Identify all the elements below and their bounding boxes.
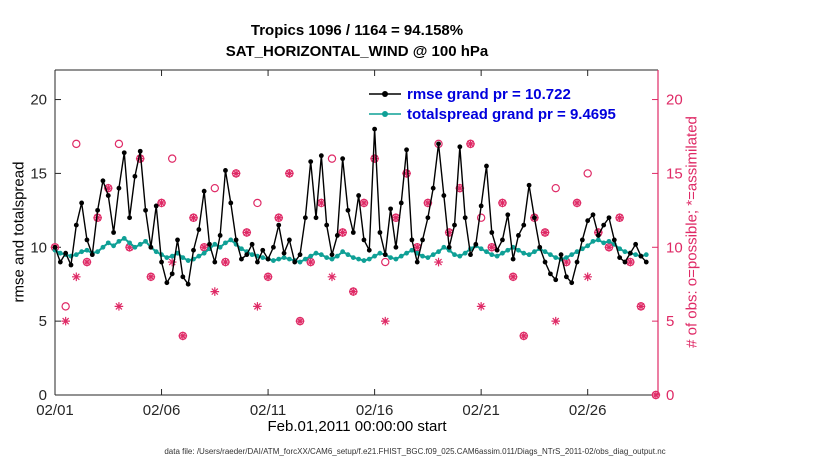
left-y-tick-label: 20 — [30, 92, 47, 109]
assimilated-obs-marker — [455, 183, 465, 193]
totalspread-legend-swatch — [369, 111, 401, 117]
assimilated-obs-marker — [476, 302, 486, 311]
axes: 0 0 5 5 10 10 15 15 20 20 02/01 02/06 02/11 02/16 02/2… — [30, 69, 683, 419]
assimilated-obs-marker — [540, 228, 550, 237]
data-file-caption: data file: /Users/raeder/DAI/ATM_forcXX/… — [164, 447, 666, 456]
right-y-tick-label: 10 — [666, 239, 683, 256]
assimilated-obs-marker — [61, 316, 70, 326]
possible-obs-marker — [61, 302, 70, 311]
assimilated-obs-marker — [167, 257, 177, 267]
possible-obs-marker — [583, 169, 592, 178]
x-tick-label: 02/16 — [356, 402, 394, 419]
possible-obs-marker — [476, 213, 486, 222]
assimilated-obs-marker — [189, 213, 198, 223]
right-y-tick-label: 20 — [666, 92, 683, 109]
assimilated-obs-marker — [263, 272, 273, 282]
assimilated-obs-marker — [423, 198, 433, 208]
assimilated-obs-marker — [572, 198, 582, 208]
assimilated-obs-marker — [651, 390, 661, 400]
left-y-tick-label: 15 — [30, 165, 47, 182]
right-y-tick-label: 15 — [666, 165, 683, 182]
assimilated-obs-marker — [434, 257, 443, 267]
assimilated-obs-marker — [594, 228, 603, 237]
possible-obs-marker — [381, 257, 390, 267]
x-tick-label: 02/21 — [462, 402, 500, 419]
legend-label-rmse: rmse grand pr = 10.722 — [407, 85, 571, 103]
assimilated-obs-marker — [285, 169, 294, 178]
left-y-tick-label: 10 — [30, 239, 47, 256]
assimilated-obs-marker — [157, 198, 166, 208]
left-y-tick-label: 5 — [39, 313, 47, 330]
assimilated-obs-marker — [231, 169, 241, 178]
assimilated-obs-marker — [253, 302, 262, 311]
assimilated-obs-marker — [519, 331, 529, 341]
chart-title: Tropics 1096 / 1164 = 94.158% — [250, 22, 464, 39]
assimilated-obs-marker — [626, 257, 635, 267]
assimilated-obs-marker — [466, 139, 475, 149]
legend-item-totalspread: totalspread grand pr = 9.4695 — [368, 104, 616, 124]
assimilated-obs-marker — [391, 213, 401, 223]
legend-item-rmse: rmse grand pr = 10.722 — [368, 84, 616, 104]
assimilated-obs-marker — [306, 257, 315, 267]
assimilated-obs-marker — [93, 213, 102, 223]
possible-obs-marker — [327, 154, 337, 163]
assimilated-obs-marker — [72, 272, 81, 282]
assimilated-obs-marker — [359, 198, 369, 208]
assimilated-obs-marker — [551, 316, 561, 326]
assimilated-obs-marker — [327, 272, 337, 282]
assimilated-obs-marker — [242, 228, 252, 237]
possible-obs-marker — [551, 183, 560, 193]
possible-obs-marker — [167, 154, 177, 163]
x-tick-label: 02/01 — [36, 402, 74, 419]
possible-obs-marker — [114, 139, 124, 149]
assimilated-obs-marker — [583, 272, 592, 282]
assimilated-obs-marker — [615, 213, 624, 223]
possible-obs-marker — [253, 198, 262, 208]
assimilated-obs-marker — [508, 272, 518, 282]
legend: rmse grand pr = 10.722 totalspread grand… — [368, 84, 616, 124]
possible-obs-marker — [210, 183, 220, 193]
assimilated-obs-marker — [370, 154, 379, 163]
right-y-tick-label: 5 — [666, 313, 674, 330]
assimilated-obs-marker — [380, 316, 390, 326]
assimilated-obs-marker — [199, 242, 209, 252]
assimilated-obs-marker — [103, 183, 113, 193]
x-tick-label: 02/11 — [250, 402, 286, 419]
assimilated-obs-marker — [221, 257, 230, 267]
assimilated-obs-marker — [402, 169, 411, 178]
assimilated-obs-marker — [487, 242, 497, 252]
assimilated-obs-marker — [146, 272, 156, 282]
assimilated-obs-marker — [82, 257, 92, 267]
assimilated-obs-marker — [636, 302, 646, 311]
assimilated-obs-marker — [604, 242, 614, 252]
rmse-legend-swatch — [369, 91, 401, 97]
assimilated-obs-marker — [412, 242, 422, 252]
assimilated-obs-marker — [114, 302, 124, 311]
right-y-tick-label: 0 — [666, 387, 674, 404]
chart-subtitle: SAT_HORIZONTAL_WIND @ 100 hPa — [225, 43, 489, 60]
assimilated-obs-marker — [498, 198, 507, 208]
assimilated-obs-marker — [562, 257, 571, 267]
assimilated-obs-marker — [125, 242, 134, 252]
left-y-tick-label: 0 — [39, 387, 47, 404]
assimilated-obs-marker — [349, 287, 358, 296]
legend-label-totalspread: totalspread grand pr = 9.4695 — [407, 105, 616, 123]
assimilated-obs-marker — [338, 228, 347, 237]
assimilated-obs-marker — [317, 198, 326, 208]
x-axis-label: Feb.01,2011 00:00:00 start — [267, 418, 447, 435]
assimilated-obs-marker — [274, 213, 284, 223]
assimilated-obs-marker — [210, 287, 220, 296]
assimilated-obs-marker — [444, 228, 454, 237]
x-tick-label: 02/06 — [143, 402, 181, 419]
possible-obs-marker — [72, 139, 81, 149]
assimilated-obs-marker — [178, 331, 188, 341]
x-tick-label: 02/26 — [569, 402, 607, 419]
rmse-series — [52, 126, 649, 287]
assimilated-obs-marker — [295, 316, 305, 326]
